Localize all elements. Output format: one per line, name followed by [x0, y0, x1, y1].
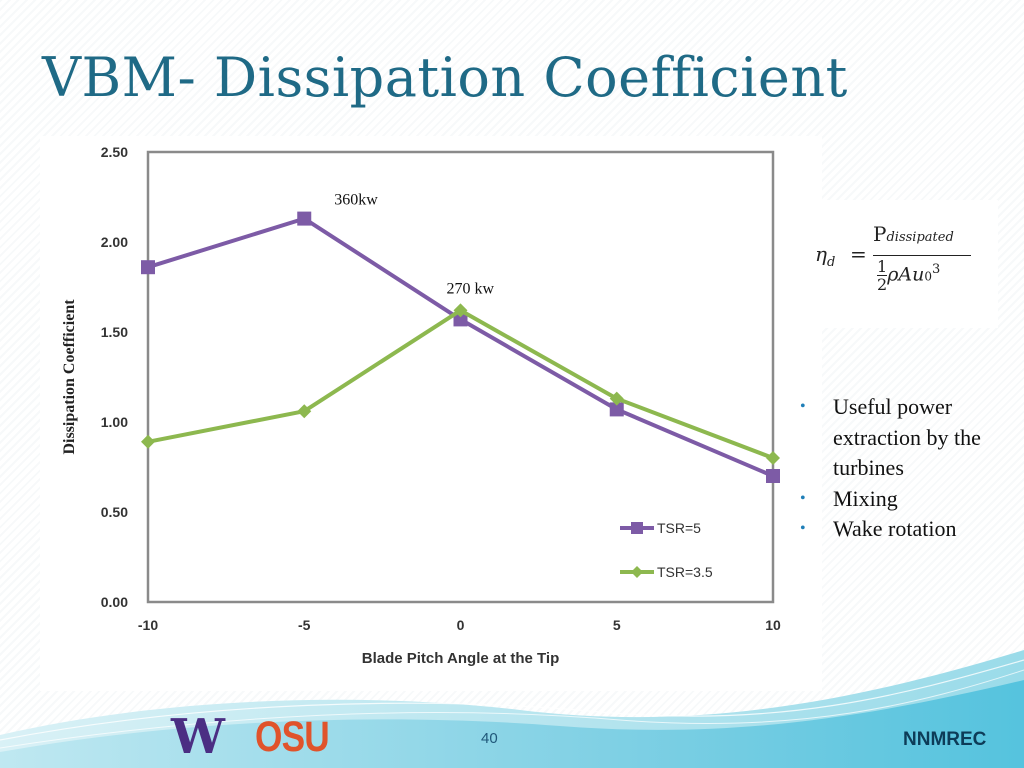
page-number: 40 — [481, 730, 498, 747]
x-tick-label: 10 — [765, 617, 781, 633]
series-line-tsr5 — [147, 216, 774, 478]
dissipation-formula: ηd = Pdissipated 1 2 ρAu03 — [795, 200, 998, 328]
bullet-list: • Useful power extraction by the turbines… — [800, 392, 1010, 545]
y-tick-label: 2.00 — [101, 234, 128, 250]
formula-power-subscript: dissipated — [886, 230, 954, 245]
bullet-dot-icon: • — [800, 398, 806, 415]
line-chart: 0.00 0.50 1.00 1.50 2.00 2.50 -10 -5 0 5 10 Blade P… — [61, 144, 781, 667]
y-tick-label: 2.50 — [101, 144, 128, 160]
plot-frame — [146, 150, 775, 604]
x-tick-label: 5 — [613, 617, 621, 633]
bullet-dot-icon: • — [800, 520, 806, 537]
formula-denominator: 1 2 ρAu03 — [877, 258, 940, 293]
data-annotation: 360kw — [334, 192, 378, 209]
bullet-item: • Useful power extraction by the turbines — [800, 392, 1010, 484]
formula-half-numerator: 1 — [877, 257, 888, 276]
x-tick-label: -10 — [138, 617, 158, 633]
x-axis-title: Blade Pitch Angle at the Tip — [362, 650, 560, 667]
slide-title: VBM- Dissipation Coefficient — [42, 46, 848, 109]
bullet-text: Mixing — [833, 485, 898, 511]
y-tick-label: 1.50 — [101, 324, 128, 340]
data-point-marker — [766, 469, 780, 483]
y-tick-label: 0.00 — [101, 594, 128, 610]
formula-lhs: ηd — [815, 242, 835, 270]
data-point-marker — [141, 260, 155, 275]
legend-label: TSR=5 — [657, 520, 701, 536]
data-point-marker — [609, 402, 624, 417]
formula-power: P — [873, 222, 887, 246]
formula-equals: = — [850, 242, 867, 266]
bullet-item: • Wake rotation — [800, 514, 1010, 545]
footer-wave-decoration — [0, 650, 1024, 768]
formula-numerator: Pdissipated — [873, 222, 954, 246]
y-tick-label: 1.00 — [101, 414, 128, 430]
bullet-text: Wake rotation — [833, 516, 957, 541]
formula-u-superscript: 3 — [931, 262, 941, 278]
bullet-dot-icon: • — [800, 489, 806, 507]
data-point-marker — [453, 303, 468, 318]
formula-u-subscript: 0 — [924, 269, 932, 284]
formula-eta: η — [815, 242, 827, 266]
legend-marker — [631, 566, 643, 578]
bullet-text: Useful power extraction by the turbines — [833, 394, 981, 480]
chart-area: 0.00 0.50 1.00 1.50 2.00 2.50 -10 -5 0 5 10 Blade P… — [40, 136, 822, 691]
brand-label: NNMREC — [903, 729, 987, 750]
data-point-marker — [766, 451, 780, 465]
formula-half-denominator: 2 — [877, 275, 888, 294]
formula-fraction-bar — [873, 255, 971, 256]
legend-label: TSR=3.5 — [657, 564, 713, 580]
osu-logo: OSU — [255, 713, 330, 761]
bullet-item: • Mixing — [800, 484, 1010, 515]
y-axis-title: Dissipation Coefficient — [61, 299, 78, 455]
data-point-marker — [297, 211, 312, 226]
formula-eta-subscript: d — [826, 255, 836, 270]
data-point-marker — [453, 312, 468, 327]
formula-rho-a-u: ρAu — [887, 263, 925, 286]
data-annotation: 270 kw — [447, 280, 495, 297]
data-point-marker — [297, 404, 312, 419]
x-tick-label: -5 — [298, 617, 311, 633]
x-tick-label: 0 — [457, 617, 465, 633]
data-point-marker — [141, 434, 155, 449]
legend-marker — [631, 522, 643, 534]
data-point-marker — [609, 391, 624, 406]
uw-logo: W — [171, 709, 225, 765]
y-tick-label: 0.50 — [101, 504, 128, 520]
